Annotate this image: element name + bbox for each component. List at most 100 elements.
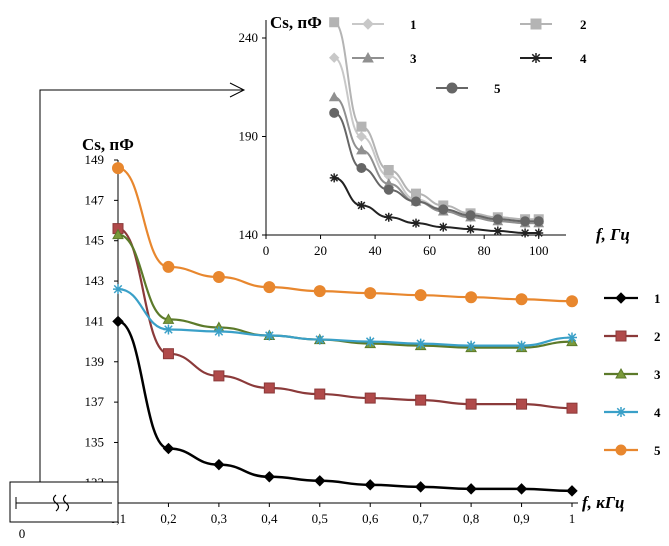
main-point-1 — [112, 315, 124, 328]
main-x-tick-label: 0,3 — [211, 511, 227, 526]
main-legend-label-1: 1 — [654, 291, 661, 306]
inset-point-4 — [493, 226, 503, 236]
main-x-tick-label: 1 — [569, 511, 576, 526]
main-legend-marker-2 — [615, 330, 627, 342]
inset-y-tick-label: 240 — [239, 30, 259, 45]
main-x-tick-label: 0,6 — [362, 511, 379, 526]
inset-series-4 — [329, 173, 544, 238]
main-point-2 — [465, 398, 477, 410]
inset-point-5 — [533, 216, 544, 227]
main-point-3 — [162, 313, 175, 324]
main-point-2 — [162, 348, 174, 360]
inset-x-tick-label: 0 — [263, 243, 270, 258]
main-y-axis-title: Cs, пФ — [82, 135, 134, 154]
main-point-4 — [466, 340, 477, 351]
inset-point-4 — [534, 228, 544, 238]
main-point-5 — [465, 291, 478, 304]
main-legend-marker-3 — [615, 367, 627, 379]
main-point-5 — [263, 281, 276, 294]
inset-x-tick-labels: 0 20 40 60 80 100 — [263, 235, 549, 258]
main-legend-label-4: 4 — [654, 405, 661, 420]
main-y-tick-label: 139 — [85, 354, 105, 369]
inset-point-5 — [465, 210, 476, 221]
main-point-5 — [515, 293, 528, 306]
inset-point-5 — [411, 196, 421, 207]
main-point-5 — [313, 285, 326, 298]
inset-x-tick-label: 40 — [369, 243, 382, 258]
main-series-1 — [112, 315, 578, 497]
inset-point-5 — [383, 184, 394, 195]
main-chart: 133135137139141143145147149 0,10,20,30,4… — [82, 135, 625, 526]
main-point-1 — [465, 483, 477, 495]
main-legend: 1 2 3 4 5 — [604, 291, 661, 458]
main-y-tick-label: 147 — [85, 192, 105, 207]
main-legend-label-3: 3 — [654, 367, 661, 382]
inset-point-4 — [466, 224, 476, 234]
main-legend-marker-5 — [615, 444, 627, 456]
inset-legend-marker-4 — [531, 53, 541, 63]
inset-point-4 — [411, 218, 421, 228]
main-y-tick-label: 145 — [85, 233, 105, 248]
inset-x-tick-label: 100 — [529, 243, 549, 258]
inset-legend-label-3: 3 — [410, 51, 417, 66]
main-point-4 — [113, 284, 123, 295]
main-point-1 — [414, 481, 427, 493]
inset-legend-marker-1 — [362, 18, 374, 30]
inset-point-2 — [356, 121, 367, 132]
main-x-tick-label: 0,4 — [261, 511, 278, 526]
connector-arrow — [39, 82, 246, 482]
inset-point-4 — [356, 200, 366, 210]
main-point-5 — [112, 162, 124, 175]
inset-point-4 — [329, 173, 339, 183]
inset-y-axis-title: Cs, пФ — [270, 13, 322, 32]
main-legend-entry-4: 4 — [604, 405, 661, 420]
inset-legend-entry-3: 3 — [352, 51, 417, 66]
main-y-tick-label: 137 — [85, 394, 105, 409]
inset-legend-entry-4: 4 — [520, 51, 587, 66]
inset-x-tick-label: 20 — [314, 243, 327, 258]
inset-y-tick-label: 190 — [239, 129, 259, 144]
main-y-tick-labels: 133135137139141143145147149 — [85, 152, 118, 490]
inset-y-tick-labels: 140 190 240 — [239, 30, 266, 242]
inset-x-tick-label: 80 — [478, 243, 491, 258]
inset-legend-label-4: 4 — [580, 51, 587, 66]
main-point-5 — [364, 287, 377, 300]
inset-chart: 140 190 240 0 20 40 60 80 100 Cs, пФ f, Гц 1 2 3 4… — [239, 8, 648, 266]
main-point-2 — [566, 402, 578, 414]
inset-point-5 — [438, 204, 449, 215]
axis-break-box: 0 — [9, 481, 119, 541]
main-x-tick-label: 0,8 — [463, 511, 479, 526]
main-point-4 — [213, 326, 224, 337]
main-legend-label-2: 2 — [654, 329, 661, 344]
main-series-5 — [112, 162, 578, 308]
inset-legend-marker-2 — [530, 18, 542, 30]
main-x-tick-label: 0,2 — [160, 511, 176, 526]
main-x-tick-label: 0,5 — [312, 511, 328, 526]
inset-point-4 — [520, 228, 530, 238]
main-point-5 — [212, 271, 225, 284]
main-point-4 — [365, 336, 376, 347]
main-y-tick-label: 141 — [85, 313, 105, 328]
main-series-line-4 — [117, 288, 573, 347]
inset-legend-label-2: 2 — [580, 17, 587, 32]
main-point-4 — [163, 324, 174, 335]
inset-point-5 — [329, 107, 340, 118]
main-y-tick-label: 143 — [85, 273, 105, 288]
main-point-2 — [213, 370, 225, 382]
main-point-2 — [314, 388, 326, 400]
main-series-group — [112, 162, 578, 497]
inset-x-tick-label: 60 — [423, 243, 436, 258]
main-point-4 — [415, 338, 426, 349]
main-point-1 — [162, 442, 175, 455]
main-point-2 — [364, 392, 376, 404]
main-point-5 — [566, 295, 578, 308]
main-x-tick-label: 0,7 — [413, 511, 430, 526]
main-legend-marker-1 — [615, 292, 627, 304]
inset-point-1 — [328, 52, 340, 63]
main-point-1 — [364, 479, 376, 491]
inset-point-2 — [329, 17, 340, 28]
main-legend-label-5: 5 — [654, 443, 661, 458]
main-legend-marker-4 — [616, 407, 626, 417]
main-point-5 — [162, 260, 175, 273]
